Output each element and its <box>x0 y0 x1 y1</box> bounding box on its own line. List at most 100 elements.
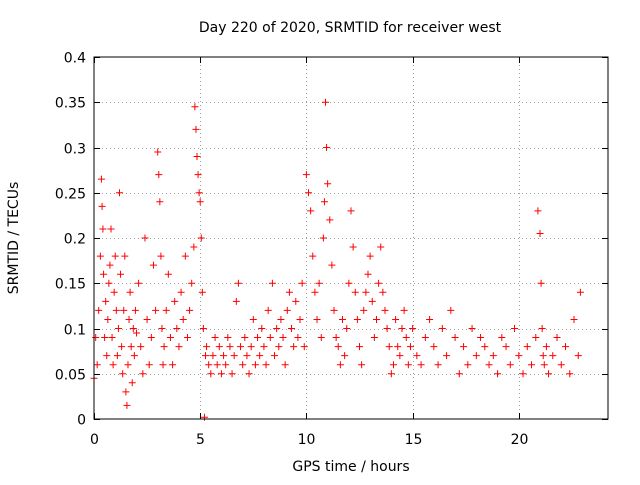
y-tick-label: 0 <box>77 413 86 429</box>
data-point <box>96 252 104 260</box>
data-point <box>309 252 317 260</box>
data-point <box>273 325 281 332</box>
data-point <box>262 361 270 369</box>
data-point <box>232 297 240 305</box>
data-point <box>254 334 262 342</box>
chart-title: Day 220 of 2020, SRMTID for receiver wes… <box>199 20 502 36</box>
data-point <box>328 261 336 269</box>
data-point <box>93 361 101 369</box>
data-point <box>311 288 319 296</box>
data-point <box>322 98 330 106</box>
data-point <box>217 370 225 378</box>
data-point <box>324 180 332 188</box>
data-point <box>389 361 397 369</box>
x-tick-label: 15 <box>405 432 423 448</box>
data-points <box>90 98 584 421</box>
data-point <box>404 361 412 369</box>
data-point <box>402 334 410 342</box>
data-point <box>125 315 133 323</box>
data-point <box>159 361 167 369</box>
data-point <box>305 189 313 197</box>
data-point <box>197 234 205 242</box>
data-point <box>198 288 206 296</box>
data-point <box>124 361 132 369</box>
data-point <box>455 370 463 378</box>
y-tick-label: 0.05 <box>55 368 86 384</box>
data-point <box>156 198 164 206</box>
data-point <box>271 352 279 360</box>
data-point <box>377 243 385 251</box>
data-point <box>209 352 217 360</box>
data-point <box>127 343 135 351</box>
y-tick-label: 0.3 <box>64 142 86 158</box>
data-point <box>143 315 151 323</box>
data-point <box>192 125 200 133</box>
y-tick-label: 0.35 <box>55 96 86 112</box>
data-point <box>368 297 376 305</box>
data-point <box>406 343 414 351</box>
data-point <box>110 288 118 296</box>
y-tick-label: 0.2 <box>64 232 86 248</box>
data-point <box>323 144 331 151</box>
y-tick-label: 0.4 <box>64 51 86 67</box>
data-point <box>364 270 372 278</box>
data-point <box>169 361 177 369</box>
data-point <box>353 315 361 323</box>
data-point <box>171 297 179 305</box>
data-point <box>226 343 234 351</box>
data-point <box>135 279 143 287</box>
data-point <box>230 352 238 360</box>
data-point <box>97 175 105 183</box>
data-point <box>158 325 166 332</box>
data-point <box>200 413 208 421</box>
data-point <box>515 352 523 360</box>
data-point <box>119 370 127 378</box>
data-point <box>430 343 438 351</box>
data-point <box>160 343 168 351</box>
data-point <box>129 325 137 332</box>
data-point <box>336 361 344 369</box>
x-axis-label: GPS time / hours <box>292 459 409 475</box>
data-point <box>472 352 480 360</box>
data-point <box>222 361 230 369</box>
data-point <box>177 288 185 296</box>
data-point <box>540 361 548 369</box>
data-point <box>332 334 340 342</box>
data-point <box>249 315 257 323</box>
data-point <box>460 343 468 351</box>
data-point <box>98 202 106 210</box>
data-point <box>234 279 242 287</box>
data-point <box>149 261 157 269</box>
data-point <box>443 352 451 360</box>
data-point <box>220 352 228 360</box>
data-point <box>562 343 570 351</box>
data-point <box>347 207 355 215</box>
data-point <box>123 401 131 409</box>
plot-border <box>93 56 609 420</box>
data-point <box>191 103 199 111</box>
data-point <box>485 361 493 369</box>
data-point <box>392 315 400 323</box>
data-point <box>166 334 174 342</box>
data-point <box>451 334 459 342</box>
data-point <box>283 306 291 314</box>
data-point <box>438 325 446 332</box>
data-point <box>104 315 112 323</box>
data-point <box>294 334 302 342</box>
data-point <box>481 343 489 351</box>
data-point <box>396 352 404 360</box>
data-point <box>315 279 323 287</box>
data-point <box>362 288 370 296</box>
data-point <box>394 343 402 351</box>
data-point <box>107 225 115 233</box>
data-point <box>351 288 359 296</box>
data-point <box>320 198 328 206</box>
data-point <box>566 370 574 378</box>
data-point <box>152 306 160 314</box>
data-point <box>215 343 223 351</box>
data-point <box>186 306 194 314</box>
x-tick-label: 0 <box>90 432 99 448</box>
data-point <box>345 279 353 287</box>
